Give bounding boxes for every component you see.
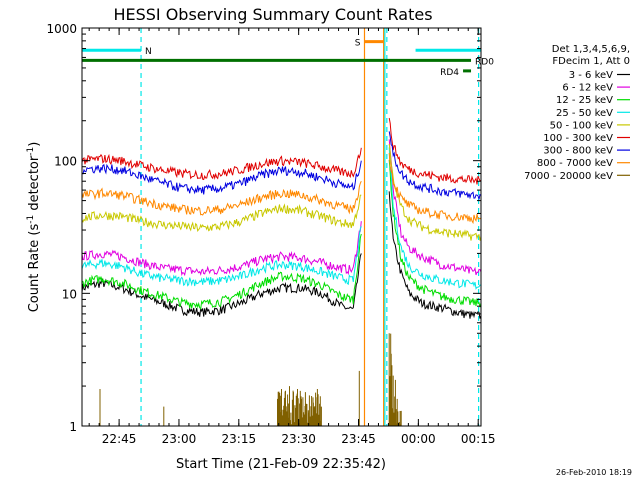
x-axis-ticks: 22:45 23:00 23:15 23:30 23:45 00:00 00:15 <box>88 28 496 446</box>
legend: Det 1,3,4,5,6,9,FDecim 1, Att 0 3 - 6 keV… <box>524 44 630 182</box>
series-3-segment-1 <box>388 147 482 290</box>
series-5-segment-1 <box>388 117 482 185</box>
series-2-segment-0 <box>81 233 362 310</box>
series-0-segment-1 <box>388 191 482 319</box>
chart-title: HESSI Observing Summary Count Rates <box>113 5 432 24</box>
plot-area: N S RD0 RD4 <box>81 28 494 426</box>
x-tick-label-3: 23:30 <box>281 432 316 446</box>
y-axis-label: Count Rate (s-1 detector-1) <box>26 142 42 313</box>
y-axis-label-end: ) <box>27 142 42 147</box>
y-axis-ticks: 1 10 100 1000 <box>46 22 481 434</box>
plot-frame <box>81 27 482 427</box>
series-8-segment-2 <box>277 386 322 426</box>
y-axis-label-main: Count Rate (s <box>27 224 42 313</box>
legend-label-0: 3 - 6 keV <box>569 70 613 81</box>
series-6-segment-1 <box>388 131 482 200</box>
series-5-segment-0 <box>81 147 362 181</box>
legend-label-7: 800 - 7000 keV <box>537 158 613 169</box>
y-tick-label-0: 1 <box>69 420 77 434</box>
series-8-segment-4 <box>388 333 402 426</box>
observing-bar-label-3: RD0 <box>475 57 494 67</box>
legend-label-4: 50 - 100 keV <box>550 120 614 131</box>
series-1-segment-0 <box>81 221 362 277</box>
y-axis-label-mid: detector <box>27 155 42 215</box>
x-tick-label-6: 00:15 <box>461 432 496 446</box>
y-tick-label-1: 10 <box>62 287 77 301</box>
x-tick-label-1: 23:00 <box>162 432 197 446</box>
series-8 <box>99 333 402 426</box>
series-5 <box>81 117 482 185</box>
legend-header-1: FDecim 1, Att 0 <box>552 56 630 67</box>
x-axis-label: Start Time (21-Feb-09 22:35:42) <box>176 457 386 472</box>
series-0 <box>81 191 482 319</box>
series-6-segment-0 <box>81 160 362 195</box>
x-tick-label-2: 23:15 <box>222 432 257 446</box>
legend-label-6: 300 - 800 keV <box>543 146 613 157</box>
series-7-segment-1 <box>388 152 482 225</box>
series-3-segment-0 <box>81 226 362 287</box>
series-1 <box>81 139 482 277</box>
series-4-segment-0 <box>81 194 362 232</box>
legend-header-0: Det 1,3,4,5,6,9, <box>552 44 630 55</box>
y-tick-label-2: 100 <box>54 155 77 169</box>
timestamp: 26-Feb-2010 18:19 <box>556 468 632 477</box>
series-3 <box>81 147 482 290</box>
series-2-segment-1 <box>388 159 482 308</box>
observing-bar-label-0: N <box>145 47 152 57</box>
series-6 <box>81 131 482 200</box>
legend-label-8: 7000 - 20000 keV <box>524 171 613 182</box>
legend-label-3: 25 - 50 keV <box>556 108 613 119</box>
y-axis-label-sup2: -1 <box>26 147 36 156</box>
observing-bar-label-2: S <box>355 39 361 49</box>
legend-label-5: 100 - 300 keV <box>543 133 613 144</box>
series-1-segment-1 <box>388 139 482 276</box>
legend-label-2: 12 - 25 keV <box>556 95 613 106</box>
series-7-segment-0 <box>81 180 362 216</box>
legend-label-1: 6 - 12 keV <box>562 83 613 94</box>
x-tick-label-0: 22:45 <box>102 432 137 446</box>
observing-bar-label-4: RD4 <box>440 68 459 78</box>
series-4 <box>81 143 482 241</box>
y-axis-label-sup1: -1 <box>26 215 36 224</box>
series-2 <box>81 159 482 310</box>
x-tick-label-5: 00:00 <box>401 432 436 446</box>
series-4-segment-1 <box>388 143 482 241</box>
series-0-segment-0 <box>81 253 362 317</box>
series-7 <box>81 152 482 225</box>
y-tick-label-3: 1000 <box>46 22 77 36</box>
x-tick-label-4: 23:45 <box>341 432 376 446</box>
